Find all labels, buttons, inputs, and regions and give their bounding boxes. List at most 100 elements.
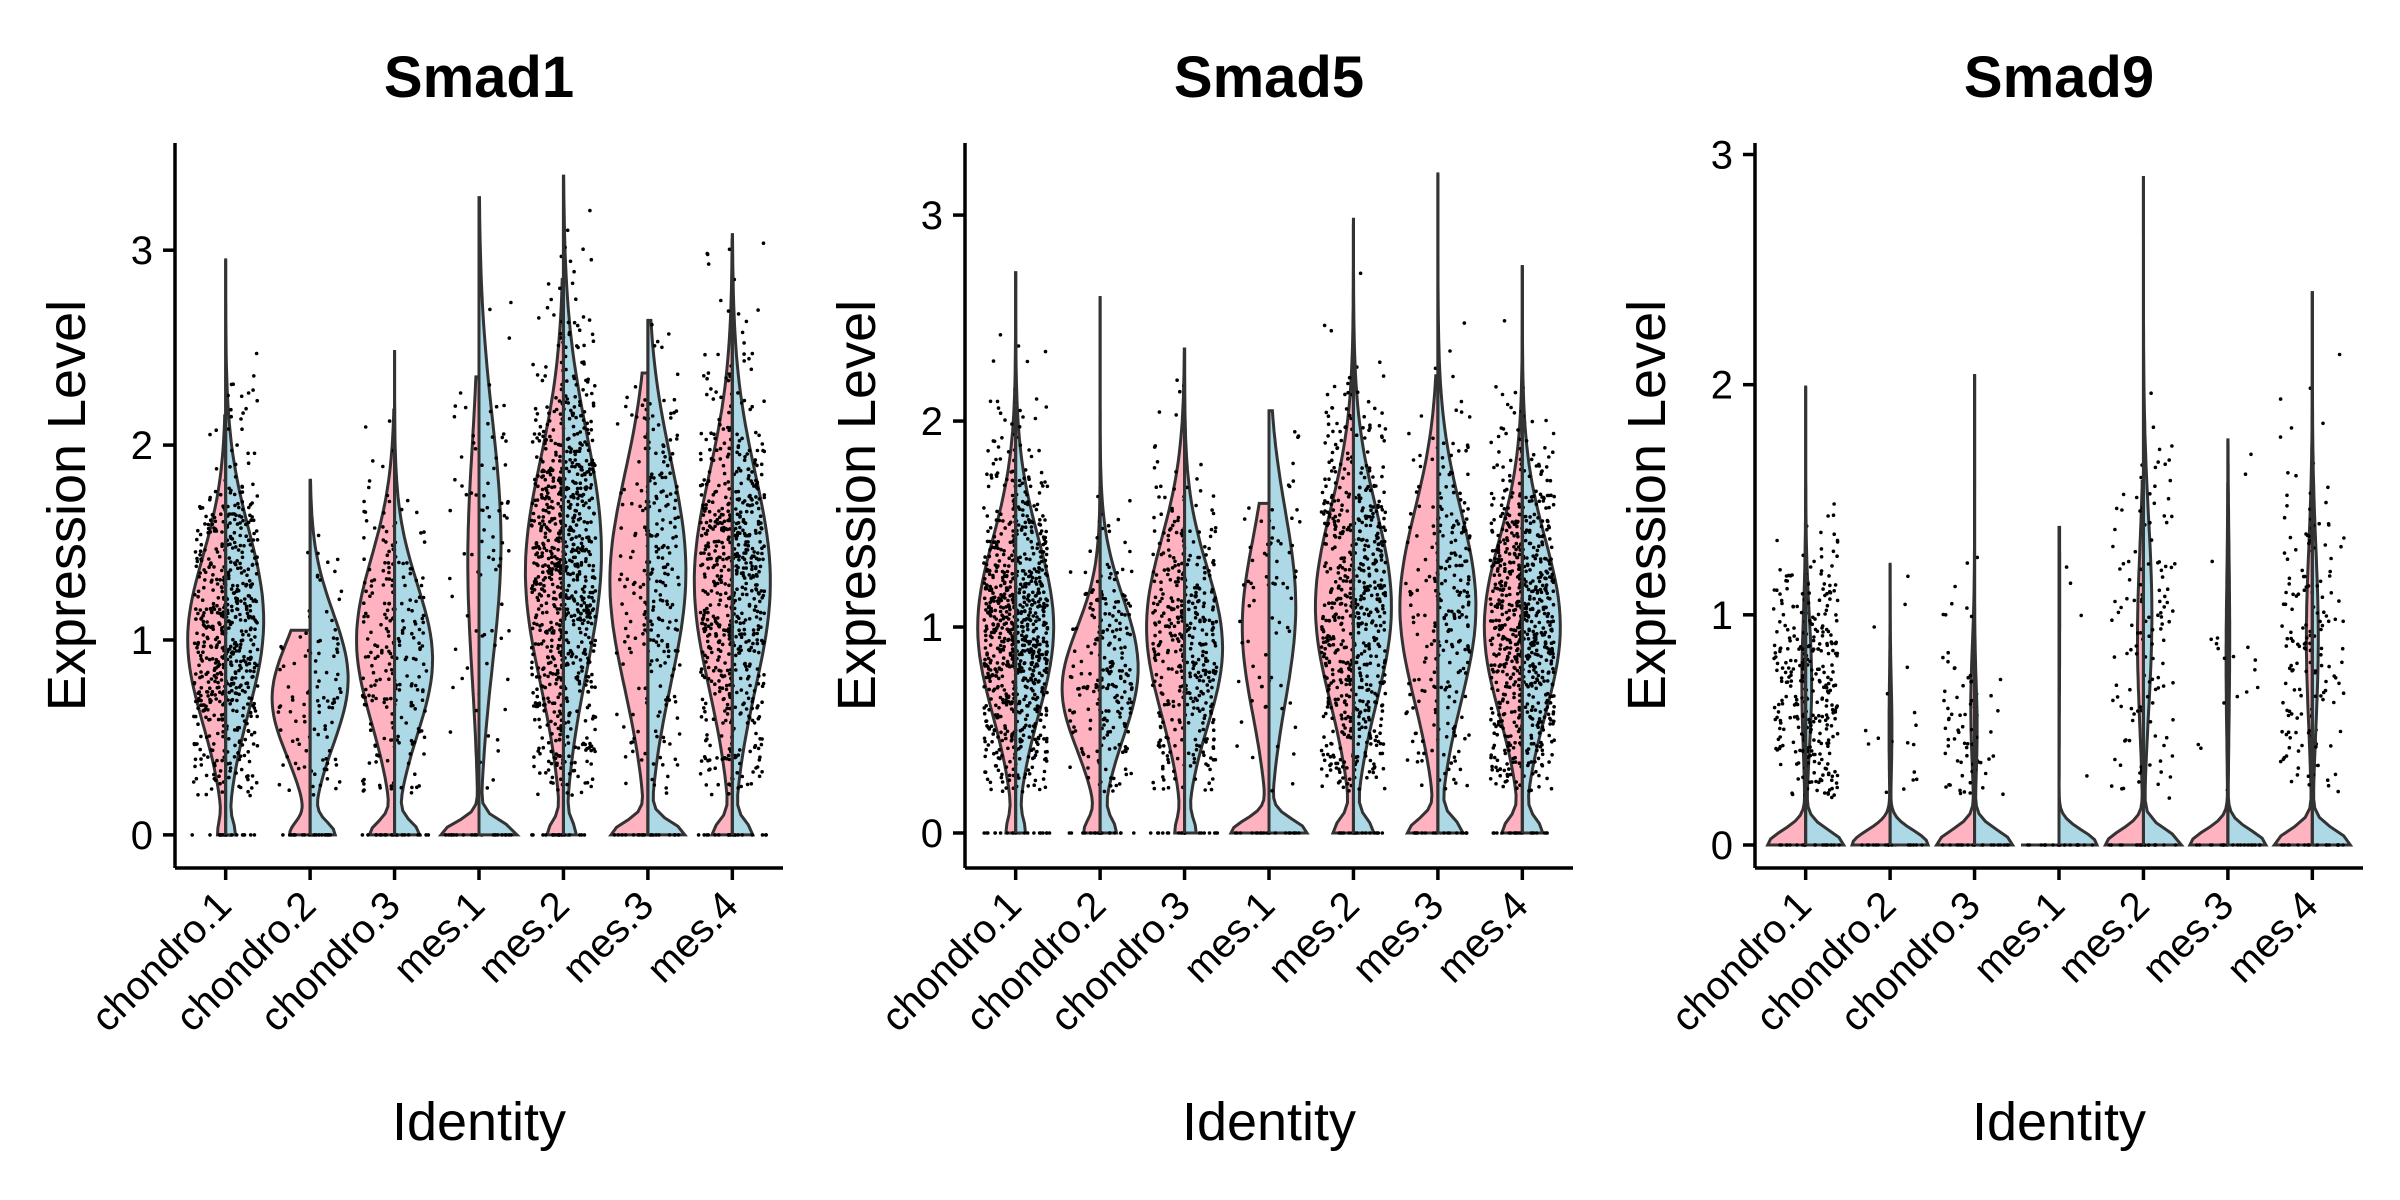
data-point [759,589,764,593]
data-point [716,658,720,662]
data-point [567,436,571,441]
data-point [587,549,591,554]
data-point [643,398,647,402]
data-point [242,753,247,758]
data-point [583,647,587,652]
data-point [408,598,413,602]
data-point [302,765,307,769]
data-point [1120,669,1124,673]
data-point [541,519,545,523]
data-point [674,534,678,539]
data-point [1020,633,1024,637]
zero-point [1107,831,1112,835]
data-point [983,577,987,581]
data-point [362,536,366,540]
data-point [1168,554,1172,558]
data-point [754,482,759,487]
violin-half-right [1267,409,1310,835]
data-point [250,501,254,505]
data-point [239,394,244,399]
data-point [574,535,578,539]
data-point [570,793,574,797]
data-point [579,603,584,608]
data-point [228,568,233,572]
data-point [1194,661,1198,665]
data-point [755,706,759,710]
data-point [400,601,404,606]
data-point [1031,598,1035,602]
data-point [448,730,453,734]
data-point [1045,598,1050,603]
data-point [585,705,590,710]
data-point [760,551,764,556]
data-point [576,746,581,750]
data-point [570,536,574,541]
data-point [1034,619,1038,623]
data-point [749,645,753,650]
data-point [673,525,677,529]
data-point [535,595,540,600]
data-point [1032,567,1037,571]
data-point [1106,683,1111,687]
data-point [389,738,393,742]
data-point [1043,558,1048,563]
data-point [232,540,237,545]
data-point [583,478,588,482]
data-point [1018,740,1023,744]
data-point [1126,601,1131,606]
data-point [584,627,589,631]
data-point [248,649,253,654]
zero-point [1259,831,1264,835]
violin-half-left [1228,501,1271,835]
data-point [1209,527,1214,532]
data-point [490,435,495,439]
data-point [1037,575,1042,580]
data-point [1128,632,1132,637]
data-point [556,714,560,718]
data-point [1211,758,1216,762]
violin-half-left [692,238,734,837]
data-point [705,655,710,660]
data-point [995,553,999,557]
data-point [382,511,386,515]
data-point [549,620,553,625]
data-point [725,712,730,716]
data-point [745,452,749,456]
data-point [372,578,377,582]
data-point [728,527,732,531]
data-point [494,567,498,572]
data-point [1176,563,1181,567]
data-point [592,576,597,580]
data-point [1281,581,1285,586]
data-point [708,743,712,748]
data-point [718,592,723,597]
data-point [458,391,463,395]
data-point [750,546,755,551]
data-point [726,627,731,631]
data-point [584,579,588,583]
data-point [631,549,635,554]
data-point [1157,495,1161,499]
data-point [752,631,756,636]
data-point [581,388,585,392]
data-point [657,508,662,513]
data-point [749,367,754,372]
data-point [651,638,656,642]
data-point [660,475,665,480]
data-point [702,629,707,634]
data-point [541,667,545,671]
data-point [212,761,217,766]
data-point [193,592,197,597]
data-point [1006,638,1010,643]
data-point [707,632,712,637]
data-point [1035,704,1040,708]
zero-point [636,833,641,837]
data-point [572,599,577,603]
data-point [536,474,540,478]
data-point [1101,685,1105,689]
data-point [743,661,747,666]
data-point [448,508,453,513]
data-point [673,700,678,704]
data-point [643,686,648,691]
data-point [1251,664,1255,669]
